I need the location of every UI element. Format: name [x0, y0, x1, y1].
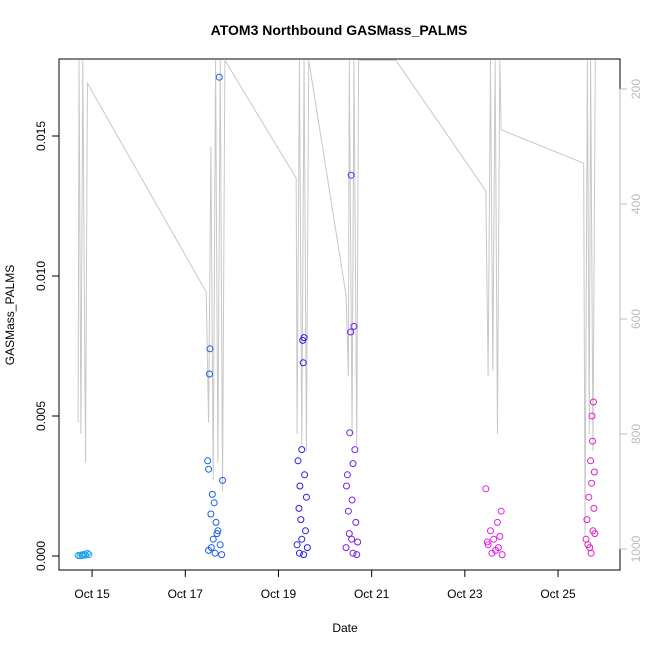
point	[490, 535, 498, 543]
point	[589, 437, 597, 445]
point	[590, 468, 598, 476]
point	[293, 541, 301, 549]
y2-tick-label: 1000	[629, 535, 643, 562]
point	[205, 465, 213, 473]
point	[206, 345, 214, 353]
y-tick-label: 0.010	[34, 261, 48, 291]
point	[207, 544, 215, 552]
point	[82, 551, 90, 559]
point	[342, 482, 350, 490]
y-axis-label: GASMass_PALMS	[3, 265, 17, 365]
point	[346, 429, 354, 437]
point	[212, 518, 220, 526]
point	[347, 171, 355, 179]
x-axis-label: Date	[332, 621, 358, 635]
x-tick-label: Oct 19	[261, 587, 297, 601]
point	[209, 535, 217, 543]
point	[216, 541, 224, 549]
x-tick-label: Oct 17	[168, 587, 204, 601]
point	[347, 328, 355, 336]
point	[299, 336, 307, 344]
point	[297, 516, 305, 524]
point	[204, 457, 212, 465]
point	[351, 446, 359, 454]
point	[584, 541, 592, 549]
point	[344, 507, 352, 515]
point	[213, 530, 221, 538]
point	[215, 73, 223, 81]
point	[295, 504, 303, 512]
point	[211, 549, 219, 557]
point	[349, 460, 357, 468]
point	[345, 530, 353, 538]
x-tick-label: Oct 25	[540, 587, 576, 601]
point	[486, 527, 494, 535]
point	[352, 518, 360, 526]
point	[301, 471, 309, 479]
x-tick-label: Oct 23	[447, 587, 483, 601]
point	[582, 535, 590, 543]
point	[219, 476, 227, 484]
point	[497, 507, 505, 515]
point	[488, 549, 496, 557]
pressure-line	[77, 59, 596, 536]
point	[587, 457, 595, 465]
y2-tick-label: 400	[629, 194, 643, 214]
y2-tick-label: 200	[629, 79, 643, 99]
plot-area	[74, 59, 599, 560]
point	[587, 549, 595, 557]
point	[83, 549, 91, 557]
point	[353, 551, 361, 559]
point	[496, 532, 504, 540]
point	[589, 398, 597, 406]
point	[494, 544, 502, 552]
point	[591, 530, 599, 538]
point	[298, 535, 306, 543]
point	[80, 550, 88, 558]
point	[493, 518, 501, 526]
point	[350, 322, 358, 330]
point	[348, 535, 356, 543]
point	[207, 510, 215, 518]
point	[343, 471, 351, 479]
point	[354, 538, 362, 546]
point	[588, 412, 596, 420]
point	[483, 538, 491, 546]
point	[218, 551, 226, 559]
point	[300, 551, 308, 559]
y-tick-label: 0.000	[34, 541, 48, 571]
point	[349, 549, 357, 557]
point	[301, 527, 309, 535]
point	[298, 446, 306, 454]
point	[302, 493, 310, 501]
point	[206, 370, 214, 378]
point	[295, 549, 303, 557]
point	[208, 490, 216, 498]
point	[590, 504, 598, 512]
point	[210, 499, 218, 507]
point	[85, 551, 93, 559]
point	[498, 551, 506, 559]
point	[585, 493, 593, 501]
point	[303, 544, 311, 552]
point	[299, 359, 307, 367]
y-tick-label: 0.015	[34, 121, 48, 151]
point	[342, 544, 350, 552]
chart-title: ATOM3 Northbound GASMass_PALMS	[211, 22, 468, 38]
x-tick-label: Oct 21	[354, 587, 390, 601]
point	[588, 479, 596, 487]
y2-tick-label: 600	[629, 309, 643, 329]
plot-box	[58, 58, 621, 571]
point	[296, 482, 304, 490]
point	[348, 496, 356, 504]
y2-tick-label: 800	[629, 424, 643, 444]
point	[583, 516, 591, 524]
point	[294, 457, 302, 465]
point	[482, 485, 490, 493]
x-tick-label: Oct 15	[74, 587, 110, 601]
y-tick-label: 0.005	[34, 401, 48, 431]
